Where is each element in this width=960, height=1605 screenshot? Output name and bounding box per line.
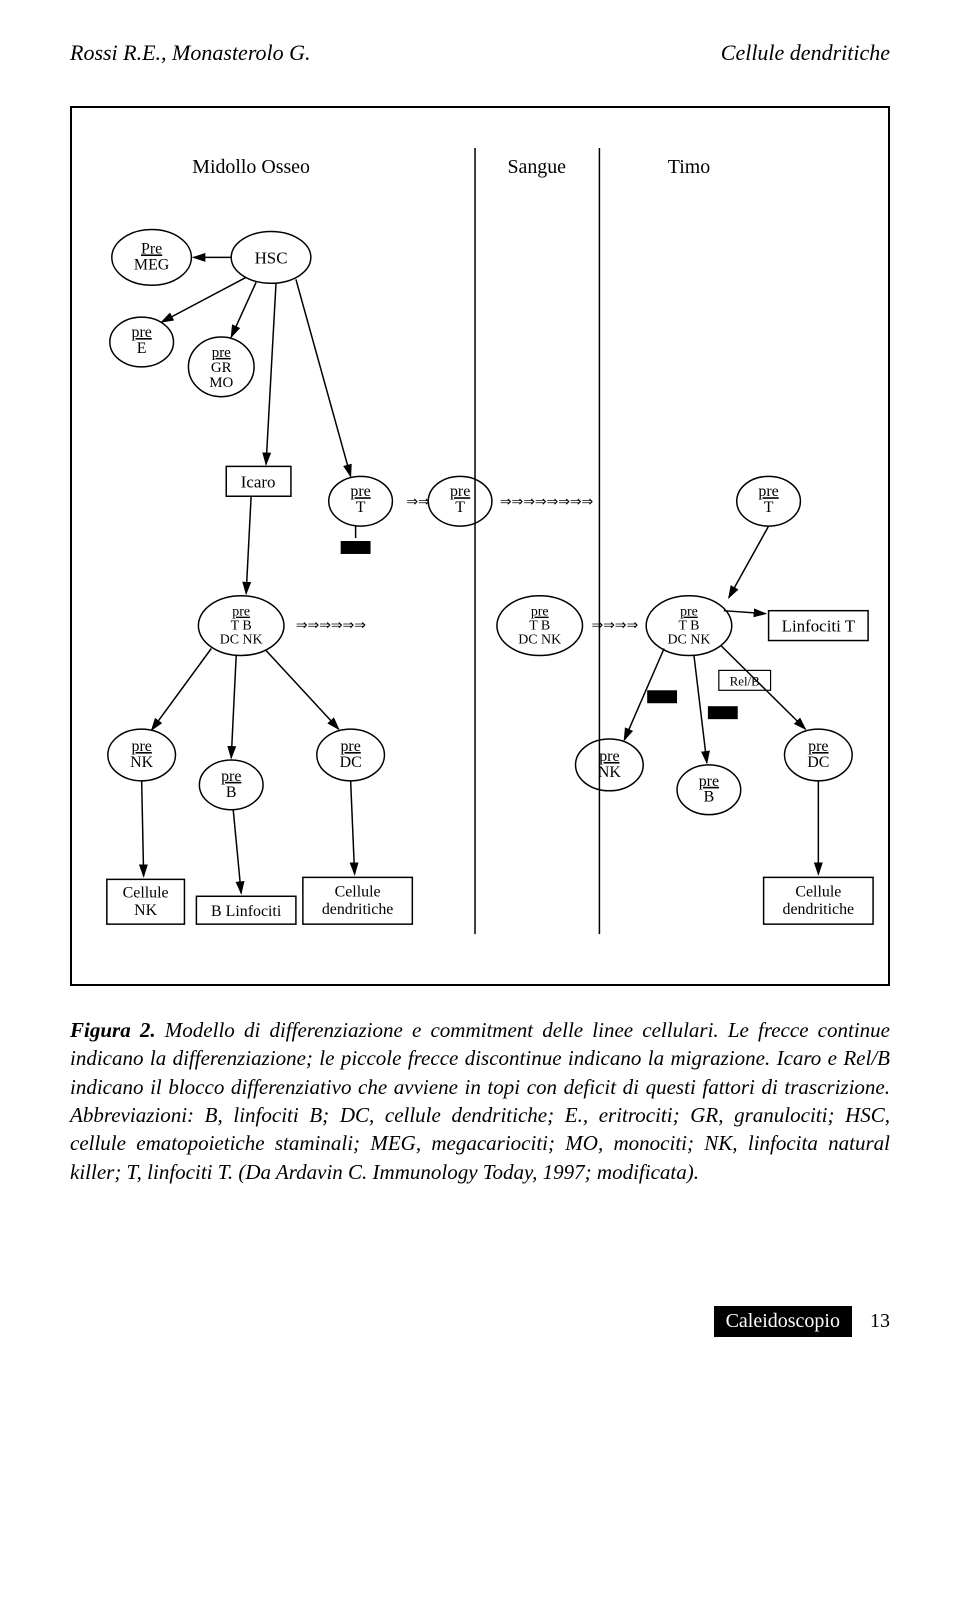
pre-b-2-l1: pre xyxy=(699,773,719,790)
arrow-tbdcnk3-preb xyxy=(694,655,707,762)
node-pre-grmo-l1: pre xyxy=(212,345,231,361)
node-pre-grmo-l2: GR xyxy=(211,360,232,376)
node-tbdcnk-3-l1: pre xyxy=(680,605,698,620)
arrow-tbdcnk1-preb xyxy=(231,655,236,757)
page-footer: Caleidoscopio 13 xyxy=(70,1306,890,1337)
migration-4: ⇒⇒⇒⇒ xyxy=(591,619,638,634)
pre-nk-2-l2: NK xyxy=(598,764,621,781)
arrow-icaro-tbdcnk xyxy=(246,496,251,594)
arrow-preb-blinf xyxy=(233,810,241,894)
figure-label: Figura 2. xyxy=(70,1018,156,1042)
arrow-tbdcnk1-prenk xyxy=(152,648,212,730)
page-number: 13 xyxy=(870,1310,890,1333)
node-tbdcnk-3-l2: T B xyxy=(678,619,699,634)
pre-dc-1-l2: DC xyxy=(340,754,362,771)
pre-b-1-l1: pre xyxy=(221,768,241,785)
node-pre-meg-l2: MEG xyxy=(134,256,169,273)
migration-1: ⇒⇒ xyxy=(406,495,430,510)
cellule-nk-l2: NK xyxy=(134,902,157,919)
block-icon-2 xyxy=(647,690,677,703)
node-pre-e-l1: pre xyxy=(132,324,152,341)
block-icon-1 xyxy=(341,541,371,554)
cellule-dend-1-l2: dendritiche xyxy=(322,901,394,918)
cellule-dend-2-l1: Cellule xyxy=(795,883,841,900)
migration-2: ⇒⇒⇒⇒⇒⇒⇒⇒ xyxy=(500,495,594,510)
arrow-tbdcnk1-predc xyxy=(266,650,339,729)
node-tbdcnk-1-l2: T B xyxy=(231,619,252,634)
cellule-dend-1-l1: Cellule xyxy=(335,883,381,900)
arrow-hsc-pree xyxy=(162,277,247,322)
arrow-predc-celldend xyxy=(351,781,355,875)
pre-b-1-l2: B xyxy=(226,784,237,801)
pre-dc-1-l1: pre xyxy=(340,738,360,755)
pre-b-2-l2: B xyxy=(704,789,715,806)
node-icaro-label: Icaro xyxy=(241,472,276,491)
node-pre-t-3-l2: T xyxy=(764,499,774,516)
diagram-svg: Midollo Osseo Sangue Timo Pre MEG HSC pr… xyxy=(72,108,888,984)
node-tbdcnk-3-l3: DC NK xyxy=(668,633,711,648)
b-linfociti-label: B Linfociti xyxy=(211,903,282,920)
arrow-hsc-pret xyxy=(296,279,351,476)
figure-caption-text: Modello di differenziazione e commitment… xyxy=(70,1018,890,1184)
block-icon-3 xyxy=(708,706,738,719)
footer-badge: Caleidoscopio xyxy=(714,1306,852,1337)
arrow-prenk-cellnk xyxy=(142,781,144,877)
col-timo: Timo xyxy=(668,156,710,178)
node-pre-t-3-l1: pre xyxy=(758,483,778,500)
pre-dc-2-l2: DC xyxy=(807,754,829,771)
node-tbdcnk-2-l1: pre xyxy=(531,605,549,620)
node-pre-grmo-l3: MO xyxy=(209,375,233,391)
migration-3: ⇒⇒⇒⇒⇒⇒ xyxy=(296,619,366,634)
page-header: Rossi R.E., Monasterolo G. Cellule dendr… xyxy=(70,40,890,66)
node-pre-t-1-l1: pre xyxy=(350,483,370,500)
arrow-hsc-pregrmo xyxy=(231,282,256,337)
col-sangue: Sangue xyxy=(507,156,566,178)
node-hsc-label: HSC xyxy=(255,248,288,267)
page: Rossi R.E., Monasterolo G. Cellule dendr… xyxy=(0,0,960,1387)
header-right: Cellule dendritiche xyxy=(721,40,890,66)
figure-caption: Figura 2. Modello di differenziazione e … xyxy=(70,1016,890,1186)
pre-dc-2-l1: pre xyxy=(808,738,828,755)
col-midollo: Midollo Osseo xyxy=(192,156,310,178)
node-pre-t-2-l2: T xyxy=(455,499,465,516)
header-left: Rossi R.E., Monasterolo G. xyxy=(70,40,311,66)
node-relb-label: Rel/B xyxy=(730,673,760,688)
arrow-hsc-icaro xyxy=(266,283,276,464)
pre-nk-1-l1: pre xyxy=(132,738,152,755)
node-pre-t-1-l2: T xyxy=(356,499,366,516)
node-linfociti-t-label: Linfociti T xyxy=(782,617,856,636)
diagram-container: Midollo Osseo Sangue Timo Pre MEG HSC pr… xyxy=(70,106,890,986)
pre-nk-2-l1: pre xyxy=(599,748,619,765)
node-pre-meg-l1: Pre xyxy=(141,240,162,257)
node-pre-e-l2: E xyxy=(137,340,147,357)
node-tbdcnk-2-l2: T B xyxy=(529,619,550,634)
node-tbdcnk-2-l3: DC NK xyxy=(518,633,561,648)
node-tbdcnk-1-l3: DC NK xyxy=(220,633,263,648)
arrow-tbdcnk3-linfT xyxy=(724,611,766,614)
cellule-dend-2-l2: dendritiche xyxy=(783,901,855,918)
node-pre-t-2-l1: pre xyxy=(450,483,470,500)
arrow-pret3-tbdcnk3 xyxy=(729,526,769,598)
cellule-nk-l1: Cellule xyxy=(123,884,169,901)
node-tbdcnk-1-l1: pre xyxy=(232,605,250,620)
pre-nk-1-l2: NK xyxy=(130,754,153,771)
